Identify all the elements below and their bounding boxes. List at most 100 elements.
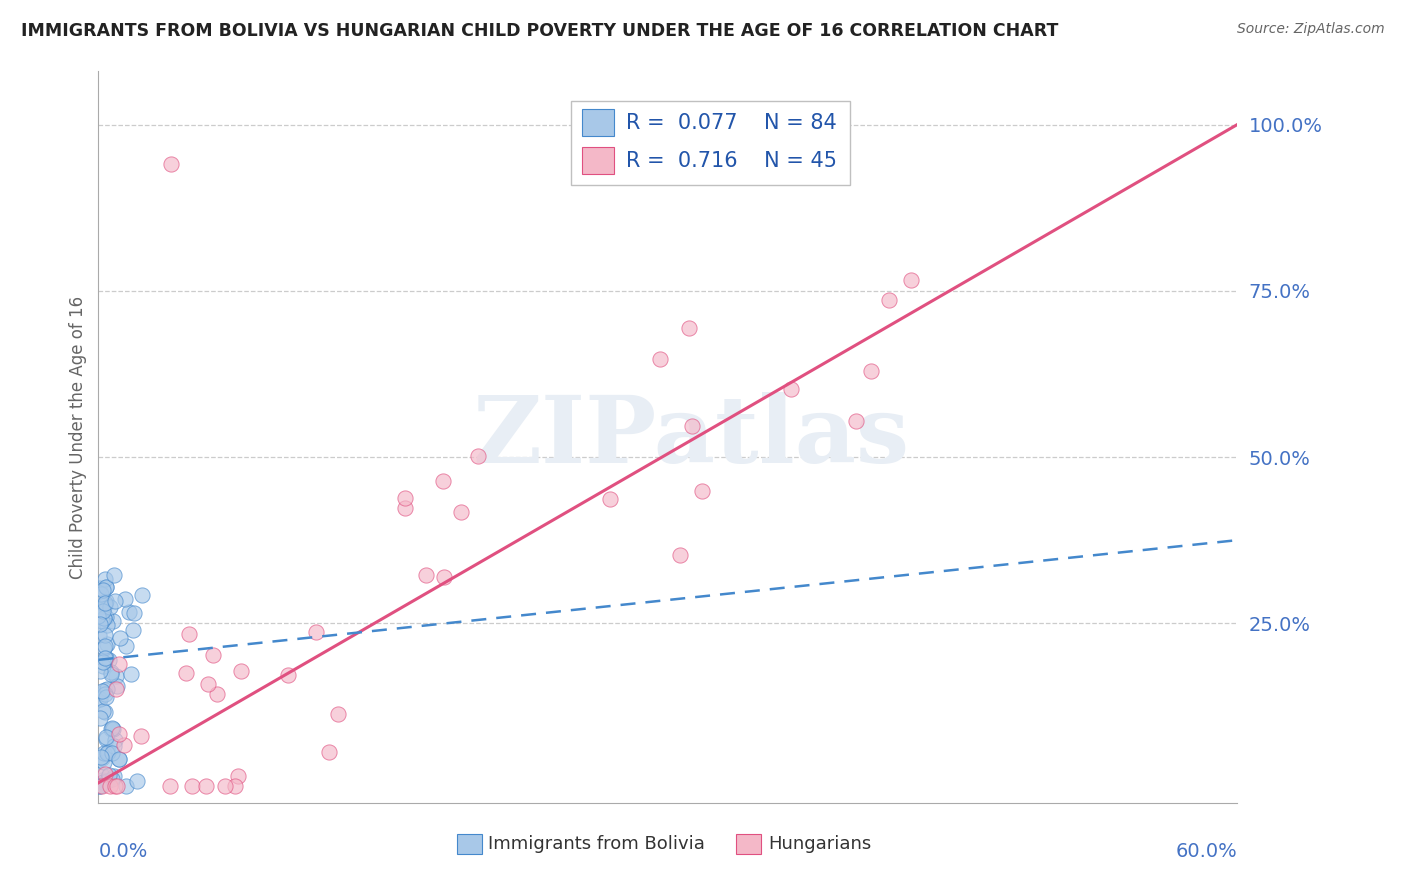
Point [201,648,224,662]
Point [89,692,111,706]
Point [93,611,115,625]
Text: R =  0.077    N = 84: R = 0.077 N = 84 [626,112,837,133]
Point [125,774,148,789]
Point [94,573,117,587]
Point [94,580,117,594]
Point [89,711,111,725]
Point [100,667,122,681]
Point [94,767,117,781]
Point [681,419,703,434]
Point [96,774,118,789]
Point [91,604,114,618]
Point [91,683,114,698]
Point [104,593,127,607]
Point [101,614,124,628]
Point [93,775,115,789]
Point [94,627,117,641]
Point [277,668,299,682]
Point [304,625,326,640]
Point [104,681,127,696]
Text: ZIPatlas: ZIPatlas [472,392,910,482]
Point [432,474,454,488]
Point [93,755,115,769]
Point [93,639,115,653]
Point [104,733,127,747]
Point [103,769,125,783]
Point [648,351,671,366]
Point [97,745,120,759]
Point [121,624,143,638]
Point [108,727,131,741]
Point [845,414,868,428]
Point [668,549,690,563]
Point [87,779,110,793]
Point [900,273,922,287]
Point [96,610,118,624]
Point [94,705,117,719]
Point [415,567,437,582]
Point [96,618,118,632]
Point [101,721,124,735]
Point [197,677,219,691]
Text: 60.0%: 60.0% [1175,842,1237,861]
Point [877,293,900,308]
Point [94,683,117,698]
Point [94,732,117,747]
Point [105,779,128,793]
Point [433,570,456,584]
Point [114,779,136,793]
Text: 0.0%: 0.0% [98,842,148,861]
Point [122,606,145,620]
Point [91,656,114,670]
Point [780,382,803,396]
Point [89,581,111,595]
Point [93,687,115,701]
Point [90,750,112,764]
Point [93,611,115,625]
FancyBboxPatch shape [737,833,761,854]
Point [94,690,117,705]
Point [100,665,122,680]
Point [94,651,117,665]
Point [224,779,246,793]
Point [181,779,204,793]
Point [394,491,416,506]
FancyBboxPatch shape [457,833,482,854]
Point [100,722,122,736]
Point [599,491,621,506]
Point [176,666,198,681]
Point [108,752,131,766]
Point [104,779,127,793]
Point [131,589,153,603]
Point [94,598,117,612]
Point [112,738,135,752]
Point [450,505,472,519]
Point [87,609,110,624]
Point [159,157,181,171]
Point [108,752,131,766]
Point [98,600,121,615]
Point [207,687,229,701]
Text: Hungarians: Hungarians [768,835,872,853]
Point [678,321,700,335]
Point [100,772,122,786]
Point [89,616,111,631]
Point [91,658,114,673]
Text: Immigrants from Bolivia: Immigrants from Bolivia [488,835,704,853]
FancyBboxPatch shape [582,109,614,136]
Point [91,705,114,719]
Y-axis label: Child Poverty Under the Age of 16: Child Poverty Under the Age of 16 [69,295,87,579]
Point [90,604,112,618]
Point [97,768,120,782]
Point [96,637,118,651]
Point [104,669,127,683]
Point [105,679,128,693]
Point [96,682,118,697]
Point [90,779,112,793]
Point [101,723,124,737]
Point [96,746,118,760]
Point [690,484,713,499]
Point [98,779,121,793]
Point [91,750,114,764]
Point [118,606,141,620]
